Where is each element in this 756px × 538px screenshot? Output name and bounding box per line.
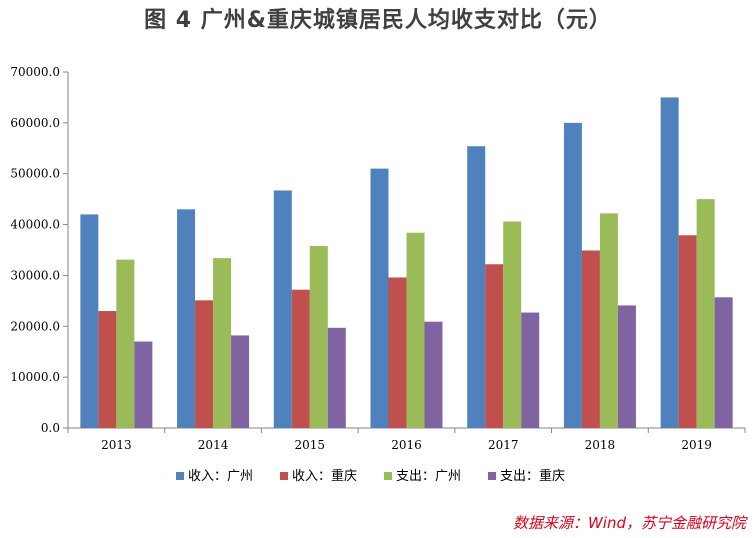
bar-series-2-2013 (98, 311, 117, 428)
y-tick-label: 10000.0 (10, 370, 60, 384)
legend-swatch (488, 472, 496, 480)
legend-swatch (384, 472, 392, 480)
legend-label: 收入：重庆 (292, 468, 357, 484)
legend-label: 支出：广州 (396, 469, 461, 484)
bar-series-3-2015 (309, 245, 328, 428)
y-tick-label: 20000.0 (10, 319, 60, 333)
y-tick-label: 40000.0 (10, 218, 60, 232)
bar-series-4-2017 (521, 312, 540, 428)
bar-series-2-2017 (485, 264, 504, 428)
y-tick-label: 70000.0 (10, 65, 60, 79)
bar-series-3-2017 (503, 221, 522, 428)
bar-series-1-2017 (467, 146, 486, 428)
bar-series-2-2018 (581, 250, 600, 428)
y-tick-label: 50000.0 (10, 167, 60, 181)
y-tick-label: 30000.0 (10, 268, 60, 282)
source-note: 数据来源：Wind，苏宁金融研究院 (512, 514, 746, 532)
bar-series-1-2013 (80, 214, 99, 428)
x-tick-label: 2015 (295, 438, 326, 452)
x-tick-label: 2014 (198, 438, 229, 452)
x-axis: 2013 2014 2015 2016 2017 2018 2019 (67, 427, 746, 452)
legend-label: 收入：广州 (188, 469, 253, 484)
x-tick-label: 2019 (681, 438, 712, 452)
bar-series-1-2016 (370, 168, 389, 428)
bar-series-2-2015 (291, 289, 310, 428)
bar-series-1-2014 (177, 209, 196, 428)
bar-series-4-2016 (424, 321, 443, 428)
x-tick-label: 2013 (101, 438, 132, 452)
legend: 收入：广州 收入：重庆 支出：广州 支出：重庆 (176, 468, 565, 484)
bar-series-4-2014 (231, 335, 250, 428)
y-tick-label: 0.0 (41, 421, 60, 435)
bar-series-2-2019 (678, 235, 697, 428)
bar-series-2-2014 (195, 300, 214, 428)
y-axis: 0.0 10000.0 20000.0 30000.0 40000.0 50000.0 60… (10, 65, 69, 435)
bar-series-3-2013 (116, 259, 135, 428)
x-tick-label: 2017 (488, 438, 519, 452)
x-tick-label: 2018 (585, 438, 616, 452)
bar-series-3-2019 (696, 199, 715, 428)
bars (80, 97, 733, 428)
legend-swatch (280, 472, 288, 480)
bar-series-4-2013 (134, 341, 153, 428)
y-tick-label: 60000.0 (10, 116, 60, 130)
x-tick-label: 2016 (391, 438, 422, 452)
chart-title: 图 4 广州&重庆城镇居民人均收支对比（元） (144, 8, 612, 33)
legend-swatch (176, 472, 184, 480)
bar-series-3-2014 (213, 258, 232, 428)
bar-series-1-2018 (563, 122, 582, 428)
bar-series-3-2016 (406, 232, 425, 428)
bar-series-4-2018 (617, 305, 636, 428)
legend-label: 支出：重庆 (500, 468, 565, 484)
bar-series-3-2018 (599, 213, 618, 428)
bar-series-1-2015 (273, 190, 292, 428)
bar-series-1-2019 (660, 97, 679, 428)
bar-series-4-2015 (327, 327, 346, 428)
bar-series-2-2016 (388, 277, 407, 428)
bar-series-4-2019 (714, 297, 733, 428)
